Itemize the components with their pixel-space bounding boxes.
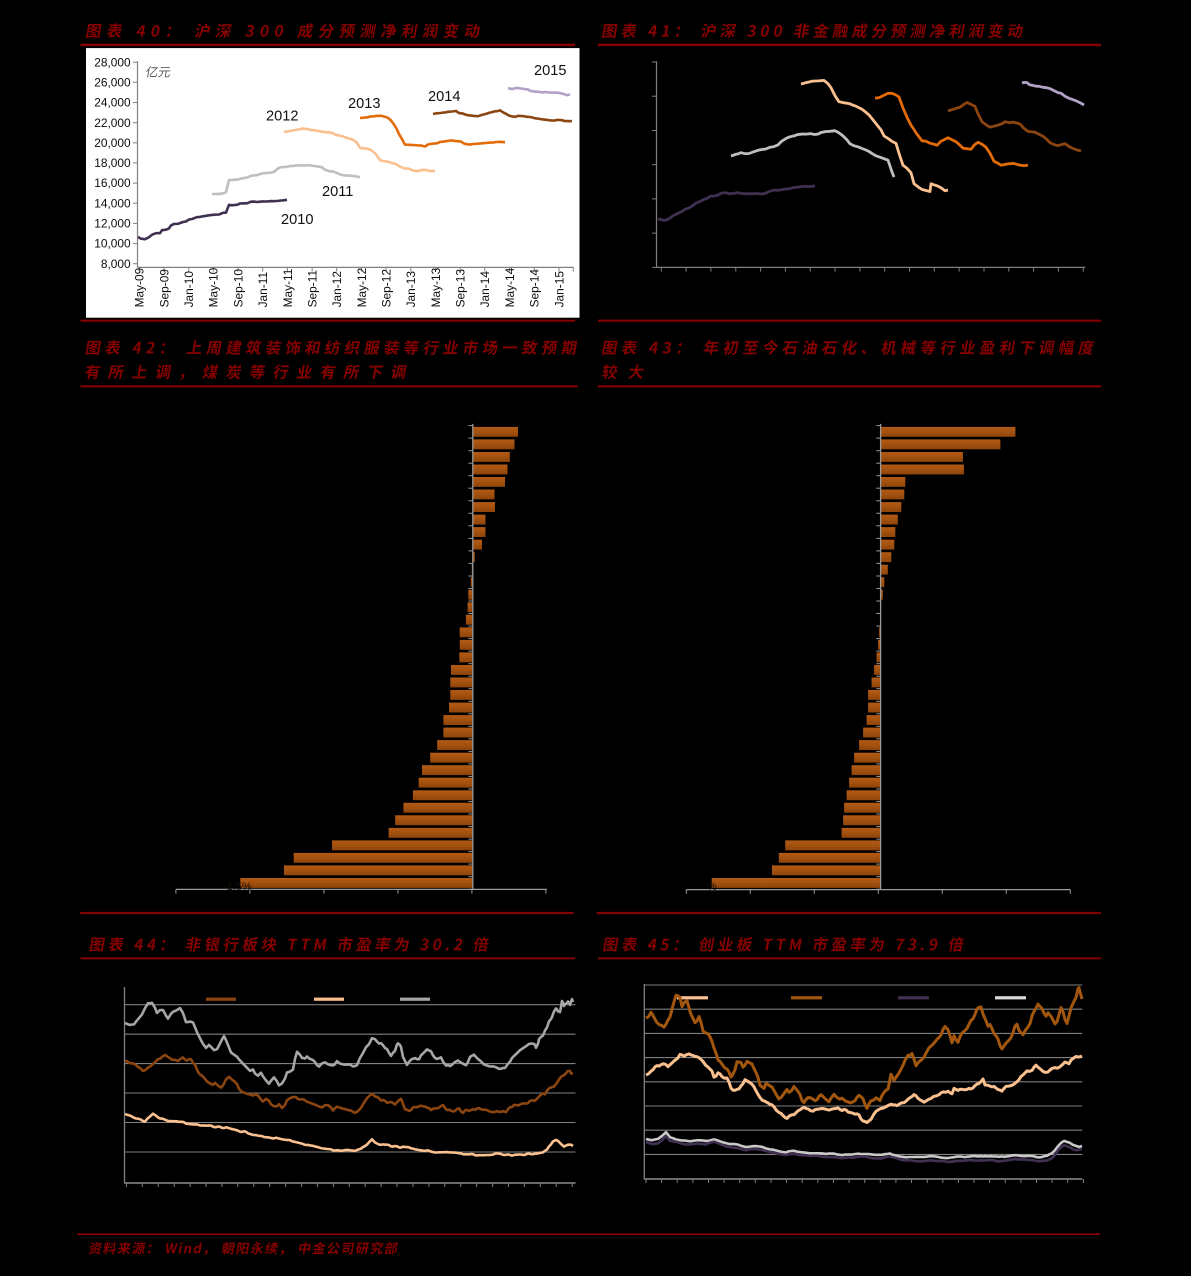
svg-text:May-09: May-09 bbox=[133, 267, 147, 307]
svg-text:26,000: 26,000 bbox=[94, 75, 131, 89]
svg-text:Sep-13: Sep-13 bbox=[454, 269, 468, 308]
svg-text:Jan-15: Jan-15 bbox=[552, 271, 566, 308]
svg-text:8,000: 8,000 bbox=[101, 257, 131, 271]
svg-text:May-13: May-13 bbox=[429, 267, 443, 307]
svg-text:Jan-12: Jan-12 bbox=[330, 271, 344, 308]
svg-text:Sep-09: Sep-09 bbox=[157, 269, 171, 308]
svg-text:16,000: 16,000 bbox=[94, 176, 131, 190]
svg-text:2015: 2015 bbox=[534, 63, 566, 79]
svg-text:Jan-13: Jan-13 bbox=[404, 271, 418, 308]
svg-text:14,000: 14,000 bbox=[94, 196, 131, 210]
svg-text:10,000: 10,000 bbox=[94, 237, 131, 251]
svg-text:Jan-11: Jan-11 bbox=[256, 272, 270, 308]
svg-text:2012: 2012 bbox=[266, 109, 298, 125]
svg-text:May-14: May-14 bbox=[503, 267, 517, 307]
svg-text:12,000: 12,000 bbox=[94, 217, 131, 231]
svg-text:2011: 2011 bbox=[322, 184, 353, 200]
svg-text:18,000: 18,000 bbox=[94, 156, 131, 170]
svg-text:24,000: 24,000 bbox=[94, 96, 131, 110]
svg-text:Jan-10: Jan-10 bbox=[182, 271, 196, 308]
svg-text:May-10: May-10 bbox=[207, 267, 221, 307]
svg-text:-1.5%: -1.5% bbox=[223, 881, 252, 893]
svg-text:2010: 2010 bbox=[281, 212, 313, 228]
svg-text:2013: 2013 bbox=[348, 96, 380, 112]
svg-text:2014: 2014 bbox=[428, 89, 460, 105]
svg-text:Sep-12: Sep-12 bbox=[380, 269, 394, 308]
svg-text:May-11: May-11 bbox=[281, 268, 295, 307]
svg-text:May-12: May-12 bbox=[355, 267, 369, 307]
svg-text:Sep-11: Sep-11 bbox=[306, 270, 320, 308]
svg-text:22,000: 22,000 bbox=[94, 116, 131, 130]
svg-text:Sep-14: Sep-14 bbox=[528, 269, 542, 308]
svg-text:28,000: 28,000 bbox=[94, 55, 131, 69]
svg-text:Sep-10: Sep-10 bbox=[231, 269, 245, 308]
svg-text:%: % bbox=[707, 881, 717, 893]
svg-text:Jan-14: Jan-14 bbox=[478, 271, 492, 308]
svg-text:20,000: 20,000 bbox=[94, 136, 131, 150]
